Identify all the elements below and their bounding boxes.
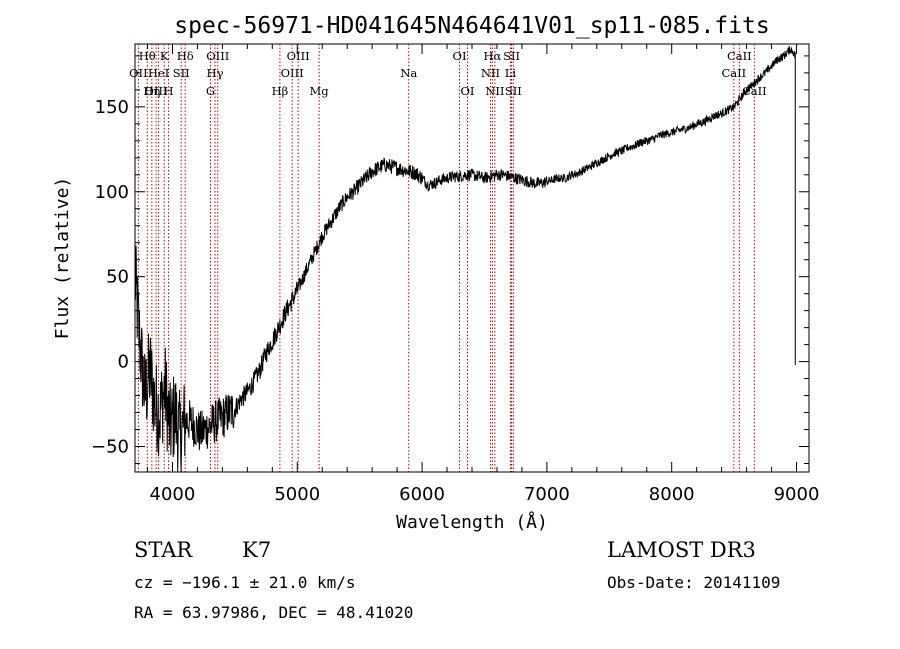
- y-tick-label: 0: [118, 352, 129, 373]
- spectrum-series: [134, 46, 796, 473]
- spectral-line-label: SII: [503, 49, 520, 63]
- spectral-line-label: Hγ: [207, 66, 224, 80]
- y-tick-label: 100: [95, 182, 129, 203]
- spectrum-trace: [134, 46, 796, 473]
- x-tick-label: 8000: [649, 484, 695, 505]
- spectral-line-label: Na: [400, 66, 417, 80]
- x-axis: 4000 5000 6000 7000 8000 9000: [146, 44, 820, 505]
- chart-title: spec-56971-HD041645N464641V01_sp11-085.f…: [174, 13, 769, 39]
- spectral-line-label: CaII: [721, 66, 746, 80]
- spectral-line-label: OIII: [287, 49, 310, 63]
- coordinates: RA = 63.97986, DEC = 48.41020: [134, 603, 414, 622]
- spectral-lines: [137, 44, 755, 472]
- x-tick-label: 5000: [274, 484, 320, 505]
- spectral-line-label: G: [206, 84, 215, 98]
- spectral-line-label: K: [160, 49, 169, 63]
- redshift-cz: cz = −196.1 ± 21.0 km/s: [134, 573, 356, 592]
- spectral-line-label: OI: [453, 49, 467, 63]
- survey-name: LAMOST DR3: [607, 538, 756, 562]
- object-subclass: K7: [242, 538, 272, 562]
- observation-date: Obs-Date: 20141109: [607, 573, 781, 592]
- y-axis-label: Flux (relative): [52, 177, 73, 340]
- x-tick-label: 7000: [524, 484, 570, 505]
- spectral-line-label: Hη: [143, 84, 160, 98]
- x-tick-label: 6000: [399, 484, 445, 505]
- spectral-line-label: SII: [505, 84, 522, 98]
- x-tick-label: 4000: [150, 484, 196, 505]
- spectral-line-label: Mg: [310, 84, 330, 98]
- y-axis: −50 0 50 100 150: [91, 55, 809, 465]
- spectral-line-label: Hθ: [139, 49, 156, 63]
- x-axis-label: Wavelength (Å): [396, 511, 548, 533]
- spectral-line-label: Li: [505, 66, 517, 80]
- spectral-line-label: Hδ: [177, 49, 194, 63]
- spectral-line-label: OIII: [281, 66, 304, 80]
- spectral-line-label: NII: [481, 66, 500, 80]
- y-tick-label: 50: [106, 267, 129, 288]
- spectral-line-label: H: [164, 84, 174, 98]
- x-tick-label: 9000: [774, 484, 820, 505]
- spectral-line-label: SII: [173, 66, 190, 80]
- spectral-line-label: HeI: [148, 66, 169, 80]
- spectral-line-label: OI: [461, 84, 475, 98]
- spectral-line-label: CaII: [727, 49, 752, 63]
- spectral-line-label: OIII: [206, 49, 229, 63]
- y-tick-label: −50: [91, 437, 129, 458]
- y-tick-label: 150: [95, 97, 129, 118]
- spectral-line-label: Hβ: [272, 84, 289, 98]
- spectral-line-label: Hα: [483, 49, 501, 63]
- spectral-line-label: OIII: [145, 84, 168, 98]
- object-class: STAR: [134, 538, 193, 562]
- spectral-line-label: NII: [485, 84, 504, 98]
